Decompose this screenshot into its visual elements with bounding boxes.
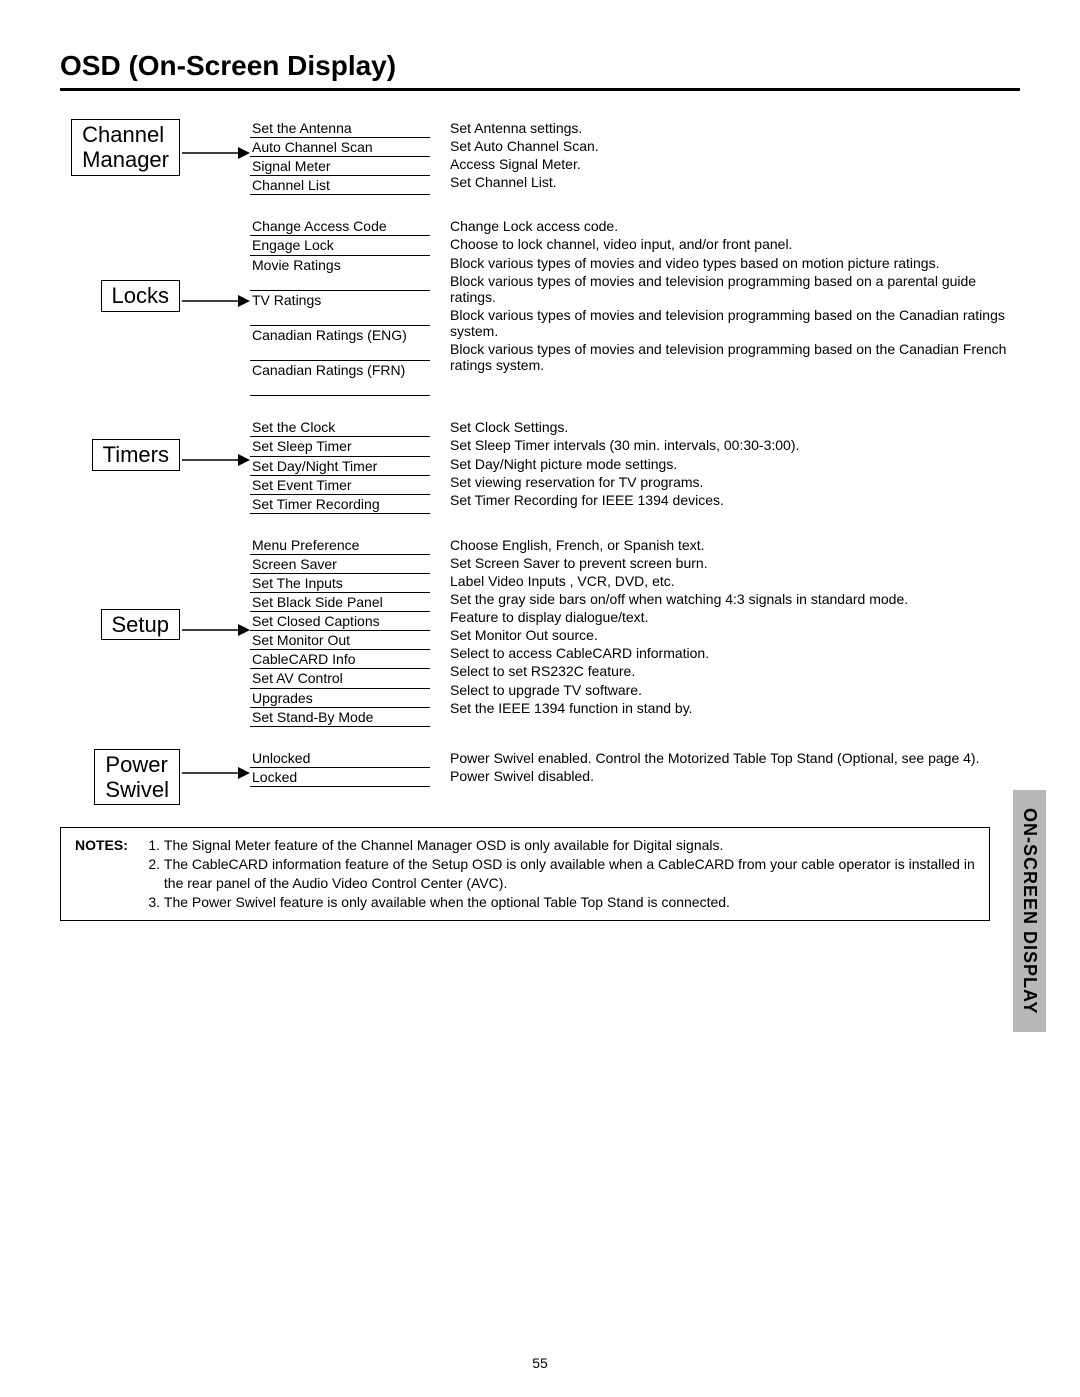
menu-item-desc: Choose English, French, or Spanish text. xyxy=(450,536,1020,554)
menu-item: Signal Meter xyxy=(250,157,430,176)
desc-col: Set Antenna settings.Set Auto Channel Sc… xyxy=(430,119,1020,191)
menu-item: Movie Ratings xyxy=(250,256,430,291)
menu-item-desc: Set Timer Recording for IEEE 1394 device… xyxy=(450,491,1020,509)
category-col: Locks xyxy=(60,217,180,311)
menu-item-desc: Set the gray side bars on/off when watch… xyxy=(450,590,1020,608)
menu-item: Menu Preference xyxy=(250,536,430,555)
note-item: The Power Swivel feature is only availab… xyxy=(164,893,975,912)
menu-item-desc: Select to access CableCARD information. xyxy=(450,644,1020,662)
section-power-swivel: PowerSwivel UnlockedLocked Power Swivel en… xyxy=(60,749,1020,806)
menu-item: Set Timer Recording xyxy=(250,495,430,514)
menu-item-desc: Block various types of movies and televi… xyxy=(450,306,1020,340)
arrow-icon xyxy=(180,620,250,640)
menu-item-desc: Set viewing reservation for TV programs. xyxy=(450,473,1020,491)
desc-col: Set Clock Settings.Set Sleep Timer inter… xyxy=(430,418,1020,508)
items-col: Set the AntennaAuto Channel ScanSignal M… xyxy=(250,119,430,195)
menu-item-desc: Choose to lock channel, video input, and… xyxy=(450,235,1020,253)
menu-item: Screen Saver xyxy=(250,555,430,574)
items-col: Change Access CodeEngage LockMovie Ratin… xyxy=(250,217,430,396)
menu-item: Canadian Ratings (FRN) xyxy=(250,361,430,396)
menu-item: Locked xyxy=(250,768,430,787)
items-col: Set the ClockSet Sleep TimerSet Day/Nigh… xyxy=(250,418,430,513)
side-tab-text: ON-SCREEN DISPLAY xyxy=(1019,808,1040,1014)
category-col: Timers xyxy=(60,418,180,470)
menu-item: Set the Antenna xyxy=(250,119,430,138)
menu-item-desc: Set Screen Saver to prevent screen burn. xyxy=(450,554,1020,572)
menu-item: Set Day/Night Timer xyxy=(250,457,430,476)
menu-item-desc: Block various types of movies and televi… xyxy=(450,340,1020,374)
menu-item-desc: Block various types of movies and televi… xyxy=(450,272,1020,306)
menu-item: Set Closed Captions xyxy=(250,612,430,631)
menu-item-desc: Feature to display dialogue/text. xyxy=(450,608,1020,626)
items-col: UnlockedLocked xyxy=(250,749,430,787)
category-box-power-swivel: PowerSwivel xyxy=(94,749,180,806)
sections-container: ChannelManager Set the AntennaAuto Channe… xyxy=(60,119,1020,805)
menu-item-desc: Set Sleep Timer intervals (30 min. inter… xyxy=(450,436,1020,454)
menu-item-desc: Block various types of movies and video … xyxy=(450,254,1020,272)
menu-item: Set The Inputs xyxy=(250,574,430,593)
menu-item-desc: Set Day/Night picture mode settings. xyxy=(450,455,1020,473)
menu-item-desc: Access Signal Meter. xyxy=(450,155,1020,173)
menu-item: Set Event Timer xyxy=(250,476,430,495)
menu-item-desc: Select to upgrade TV software. xyxy=(450,681,1020,699)
desc-col: Choose English, French, or Spanish text.… xyxy=(430,536,1020,717)
menu-item: Channel List xyxy=(250,176,430,195)
arrow-icon xyxy=(180,763,250,783)
arrow-icon xyxy=(180,450,250,470)
items-col: Menu PreferenceScreen SaverSet The Input… xyxy=(250,536,430,727)
menu-item: Set Stand-By Mode xyxy=(250,708,430,727)
menu-item-desc: Set the IEEE 1394 function in stand by. xyxy=(450,699,1020,717)
section-locks: Locks Change Access CodeEngage LockMovie … xyxy=(60,217,1020,396)
arrow-icon xyxy=(180,291,250,311)
desc-col: Change Lock access code.Choose to lock c… xyxy=(430,217,1020,374)
desc-col: Power Swivel enabled. Control the Motori… xyxy=(430,749,1020,785)
section-timers: TimersSet the ClockSet Sleep TimerSet Da… xyxy=(60,418,1020,513)
menu-item-desc: Power Swivel enabled. Control the Motori… xyxy=(450,749,1020,767)
menu-item: Canadian Ratings (ENG) xyxy=(250,326,430,361)
notes-list: The Signal Meter feature of the Channel … xyxy=(140,836,975,912)
menu-item: Upgrades xyxy=(250,689,430,708)
arrow-icon xyxy=(180,143,250,163)
category-box-channel-manager: ChannelManager xyxy=(71,119,180,176)
menu-item: Change Access Code xyxy=(250,217,430,236)
note-item: The Signal Meter feature of the Channel … xyxy=(164,836,975,855)
menu-item: Auto Channel Scan xyxy=(250,138,430,157)
menu-item: Set AV Control xyxy=(250,669,430,688)
menu-item: Engage Lock xyxy=(250,236,430,255)
menu-item-desc: Select to set RS232C feature. xyxy=(450,662,1020,680)
category-col: ChannelManager xyxy=(60,119,180,176)
menu-item-desc: Change Lock access code. xyxy=(450,217,1020,235)
menu-item: Set Black Side Panel xyxy=(250,593,430,612)
menu-item: Unlocked xyxy=(250,749,430,768)
menu-item-desc: Set Auto Channel Scan. xyxy=(450,137,1020,155)
menu-item: Set Monitor Out xyxy=(250,631,430,650)
menu-item: Set the Clock xyxy=(250,418,430,437)
section-channel-manager: ChannelManager Set the AntennaAuto Channe… xyxy=(60,119,1020,195)
category-col: Setup xyxy=(60,536,180,640)
menu-item-desc: Set Channel List. xyxy=(450,173,1020,191)
category-col: PowerSwivel xyxy=(60,749,180,806)
menu-item: Set Sleep Timer xyxy=(250,437,430,456)
category-box-setup: Setup xyxy=(101,609,181,640)
menu-item: TV Ratings xyxy=(250,291,430,326)
page-title: OSD (On-Screen Display) xyxy=(60,50,1020,82)
notes-label: NOTES: xyxy=(75,836,140,855)
menu-item-desc: Power Swivel disabled. xyxy=(450,767,1020,785)
menu-item-desc: Label Video Inputs , VCR, DVD, etc. xyxy=(450,572,1020,590)
section-setup: Setup Menu PreferenceScreen SaverSet The … xyxy=(60,536,1020,727)
category-box-locks: Locks xyxy=(101,280,180,311)
menu-item-desc: Set Clock Settings. xyxy=(450,418,1020,436)
note-item: The CableCARD information feature of the… xyxy=(164,855,975,893)
menu-item: CableCARD Info xyxy=(250,650,430,669)
notes-box: NOTES: The Signal Meter feature of the C… xyxy=(60,827,990,921)
category-box-timers: Timers xyxy=(92,439,180,470)
menu-item-desc: Set Antenna settings. xyxy=(450,119,1020,137)
title-rule xyxy=(60,88,1020,91)
page-number: 55 xyxy=(0,1355,1080,1371)
menu-item-desc: Set Monitor Out source. xyxy=(450,626,1020,644)
side-tab: ON-SCREEN DISPLAY xyxy=(1013,790,1046,1032)
page: OSD (On-Screen Display) ChannelManager Se… xyxy=(0,0,1080,1397)
